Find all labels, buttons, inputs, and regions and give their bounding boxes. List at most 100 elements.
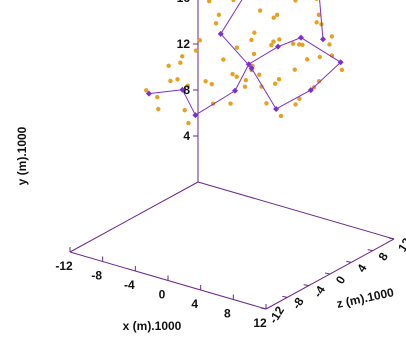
x-tick-label: -8	[91, 269, 102, 283]
z-tick-label: 0	[333, 273, 349, 286]
z-tick-label: 4	[354, 261, 370, 274]
data-point	[290, 41, 296, 46]
path-segment	[220, 0, 243, 35]
data-point	[252, 30, 257, 35]
z-tick-label: -8	[289, 295, 307, 312]
path-segment	[310, 61, 342, 91]
path-segment	[220, 33, 252, 69]
path-segment	[275, 89, 312, 110]
data-point	[293, 102, 298, 107]
x-axis-label: x (m).1000	[123, 319, 182, 333]
path-marker	[248, 65, 255, 72]
data-point	[297, 96, 302, 102]
data-point	[264, 101, 269, 106]
data-point	[207, 0, 212, 4]
data-point	[175, 77, 180, 82]
data-point	[197, 38, 203, 43]
floor-far-edge	[197, 181, 395, 240]
data-point	[274, 12, 280, 18]
path-marker	[179, 86, 186, 93]
data-point	[209, 82, 214, 87]
data-point	[144, 88, 149, 93]
x-tick-label: 12	[253, 316, 267, 330]
path-marker	[297, 34, 304, 41]
path-marker	[145, 90, 152, 97]
data-point	[251, 51, 257, 57]
data-point	[213, 21, 219, 26]
data-point	[234, 74, 239, 79]
path-marker	[273, 105, 280, 112]
z-tick-mark	[260, 307, 267, 310]
path-marker	[337, 59, 344, 66]
path-segment	[300, 37, 341, 63]
data-point	[257, 72, 262, 77]
data-point	[327, 42, 332, 47]
y-tick-label: 16	[177, 0, 191, 5]
z-tick-label: 8	[376, 250, 392, 263]
data-point	[231, 0, 236, 3]
axes	[69, 0, 395, 310]
data-point	[271, 39, 276, 44]
x-tick-label: -12	[55, 259, 73, 273]
data-point	[242, 84, 248, 89]
data-point	[168, 78, 173, 84]
path-segment	[148, 89, 183, 95]
data-point	[304, 57, 310, 62]
path-marker	[307, 87, 314, 94]
path-marker	[217, 30, 224, 37]
path-marker	[275, 43, 282, 50]
path-segment	[248, 46, 279, 65]
data-point	[243, 77, 249, 83]
data-point	[316, 78, 322, 84]
data-point	[216, 12, 222, 18]
floor-back-edge	[69, 181, 199, 253]
path-segment	[251, 68, 277, 110]
data-point	[277, 37, 282, 42]
path-marker	[320, 36, 326, 43]
data-point	[300, 42, 305, 48]
data-point	[276, 77, 282, 82]
data-point	[178, 60, 183, 65]
data-point	[269, 42, 274, 48]
path-marker	[192, 112, 199, 119]
path-segment	[277, 37, 302, 48]
data-point	[257, 8, 263, 13]
data-point	[155, 94, 160, 100]
data-point	[292, 67, 297, 72]
data-point	[228, 101, 233, 106]
data-point	[230, 71, 235, 77]
x-tick-label: 0	[159, 288, 166, 302]
data-point	[156, 106, 161, 112]
data-point	[271, 15, 276, 20]
data-point	[234, 45, 240, 50]
data-point	[259, 84, 264, 89]
data-point	[293, 0, 298, 3]
y-tick-label: 4	[183, 129, 190, 143]
data-point	[186, 120, 191, 126]
data-point	[193, 48, 199, 53]
data-point	[166, 63, 171, 69]
z-tick-mark	[324, 272, 331, 275]
data-point	[339, 67, 345, 73]
path-segment	[319, 0, 324, 40]
path-marker	[245, 61, 252, 68]
z-tick-mark	[367, 249, 373, 252]
data-point	[317, 54, 322, 60]
data-point	[180, 54, 185, 59]
y-tick-label: 8	[183, 83, 190, 97]
data-point	[221, 57, 226, 62]
path-segment	[234, 63, 250, 91]
path-segment	[195, 90, 236, 116]
x-tick-label: -4	[124, 278, 135, 292]
x-tick-label: 4	[191, 297, 198, 311]
y-axis-label: y (m).1000	[15, 126, 29, 185]
data-point	[182, 108, 187, 113]
z-axis-label: z (m).1000	[335, 285, 395, 311]
path-segment	[181, 89, 196, 116]
path-marker	[232, 87, 238, 94]
z-tick-mark	[282, 295, 288, 298]
data-point	[316, 12, 322, 17]
z-tick-mark	[346, 260, 352, 263]
